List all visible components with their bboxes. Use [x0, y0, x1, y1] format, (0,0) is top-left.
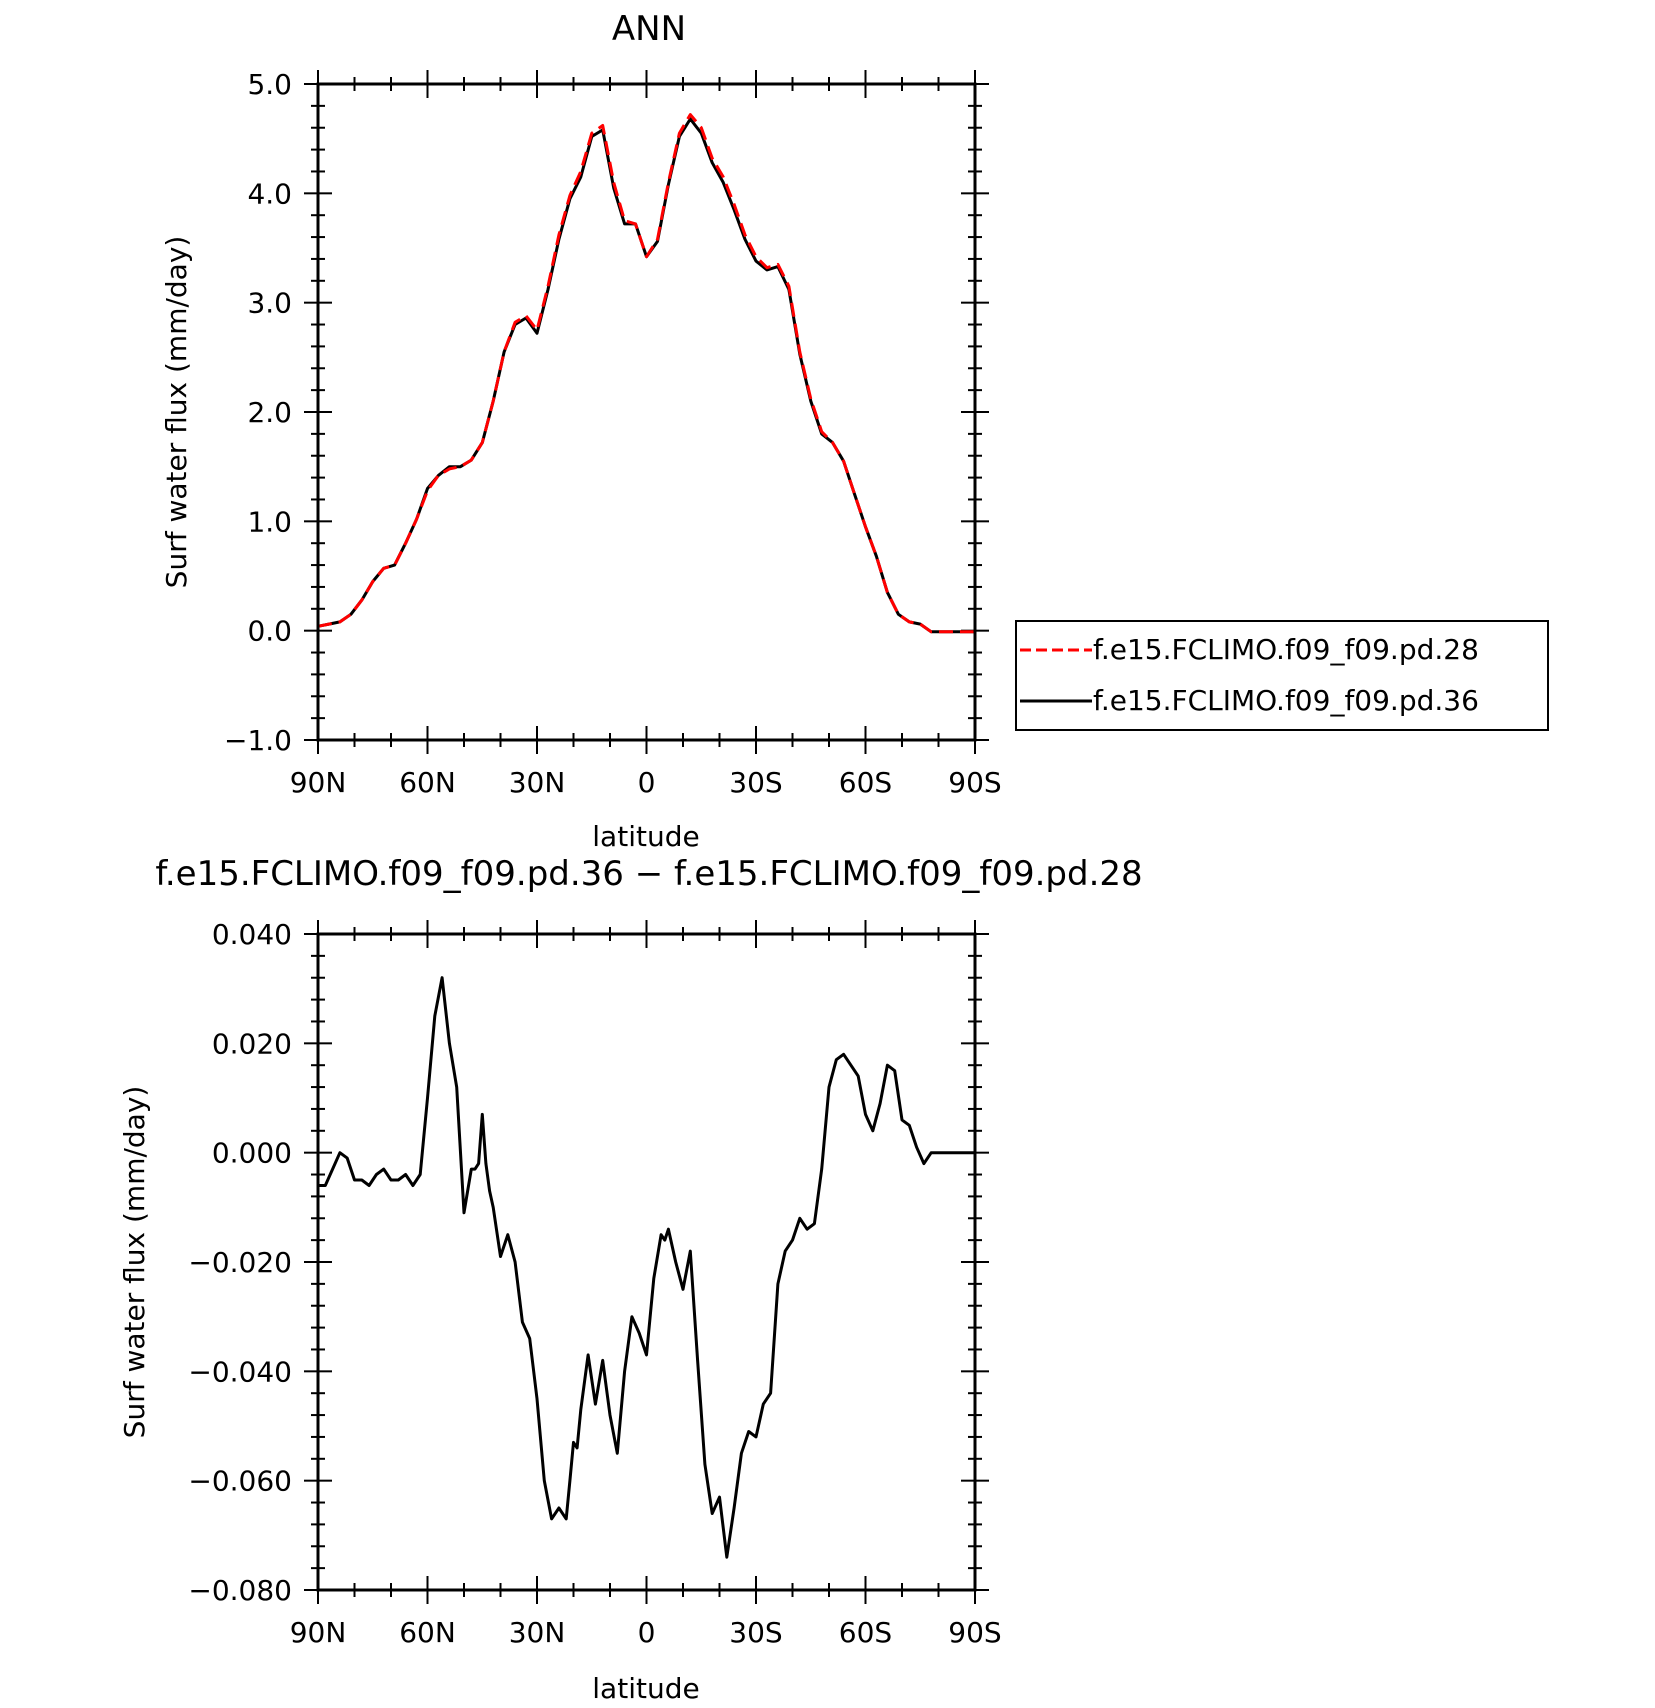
top-x-axis-title: latitude — [592, 820, 699, 853]
top-y-tick-label: 5.0 — [247, 68, 292, 101]
top-x-tick-label: 90S — [948, 766, 1001, 799]
top-chart-title: ANN — [612, 9, 686, 49]
top-y-axis-title: Surf water flux (mm/day) — [160, 236, 193, 589]
bottom-x-tick-label: 60S — [839, 1616, 892, 1649]
top-x-tick-label: 30N — [509, 766, 566, 799]
top-y-tick-label: 2.0 — [247, 396, 292, 429]
bottom-y-tick-label: −0.060 — [188, 1465, 292, 1498]
top-y-tick-label: 0.0 — [247, 615, 292, 648]
bottom-y-tick-label: 0.000 — [212, 1137, 292, 1170]
bottom-series-line-0 — [318, 976, 975, 1559]
bottom-y-tick-label: −0.040 — [188, 1355, 292, 1388]
top-ticks — [304, 70, 989, 754]
top-y-tick-label: 1.0 — [247, 505, 292, 538]
bottom-x-tick-label: 90N — [290, 1616, 347, 1649]
top-y-tick-label: 3.0 — [247, 287, 292, 320]
top-x-tick-label: 60N — [399, 766, 456, 799]
bottom-ticks — [304, 920, 989, 1604]
bottom-chart-title: f.e15.FCLIMO.f09_f09.pd.36 − f.e15.FCLIM… — [155, 854, 1142, 894]
legend-box — [1015, 620, 1549, 731]
top-y-tick-labels: 5.0 4.0 3.0 2.0 1.0 0.0 −1.0 — [224, 68, 292, 757]
bottom-x-axis-title: latitude — [592, 1672, 699, 1705]
bottom-x-tick-label: 30S — [729, 1616, 782, 1649]
legend: f.e15.FCLIMO.f09_f09.pd.28 f.e15.FCLIMO.… — [1015, 620, 1549, 731]
bottom-y-tick-label: −0.080 — [188, 1574, 292, 1607]
bottom-y-tick-label: −0.020 — [188, 1246, 292, 1279]
top-data-lines — [317, 113, 975, 634]
legend-label-pd28: f.e15.FCLIMO.f09_f09.pd.28 — [1093, 633, 1479, 666]
top-y-tick-label: −1.0 — [224, 724, 292, 757]
bottom-y-tick-labels: 0.040 0.020 0.000 −0.020 −0.040 −0.060 −0.080 — [188, 918, 292, 1607]
bottom-x-tick-label: 60N — [399, 1616, 456, 1649]
top-panel: ANN 90N 60N 30N 0 30S 60S 90S 5.0 4.0 3.0 2.0 1.0 0… — [160, 9, 1549, 853]
bottom-y-axis-title: Surf water flux (mm/day) — [118, 1086, 151, 1439]
top-y-tick-label: 4.0 — [247, 177, 292, 210]
bottom-y-tick-label: 0.040 — [212, 918, 292, 951]
bottom-x-tick-label: 0 — [638, 1616, 656, 1649]
legend-label-pd36: f.e15.FCLIMO.f09_f09.pd.36 — [1093, 684, 1479, 717]
top-series-line-0 — [317, 113, 975, 634]
top-x-tick-label: 0 — [638, 766, 656, 799]
bottom-plot-frame — [316, 932, 977, 1592]
top-x-tick-label: 30S — [729, 766, 782, 799]
top-x-tick-label: 90N — [290, 766, 347, 799]
bottom-data-lines — [318, 976, 975, 1559]
bottom-x-tick-label: 90S — [948, 1616, 1001, 1649]
bottom-x-tick-label: 30N — [509, 1616, 566, 1649]
top-series-line-1 — [317, 117, 975, 634]
top-x-tick-label: 60S — [839, 766, 892, 799]
top-plot-frame — [316, 82, 977, 742]
top-x-tick-labels: 90N 60N 30N 0 30S 60S 90S — [290, 766, 1002, 799]
bottom-y-tick-label: 0.020 — [212, 1027, 292, 1060]
bottom-x-tick-labels: 90N 60N 30N 0 30S 60S 90S — [290, 1616, 1002, 1649]
bottom-panel: f.e15.FCLIMO.f09_f09.pd.36 − f.e15.FCLIM… — [118, 854, 1143, 1705]
